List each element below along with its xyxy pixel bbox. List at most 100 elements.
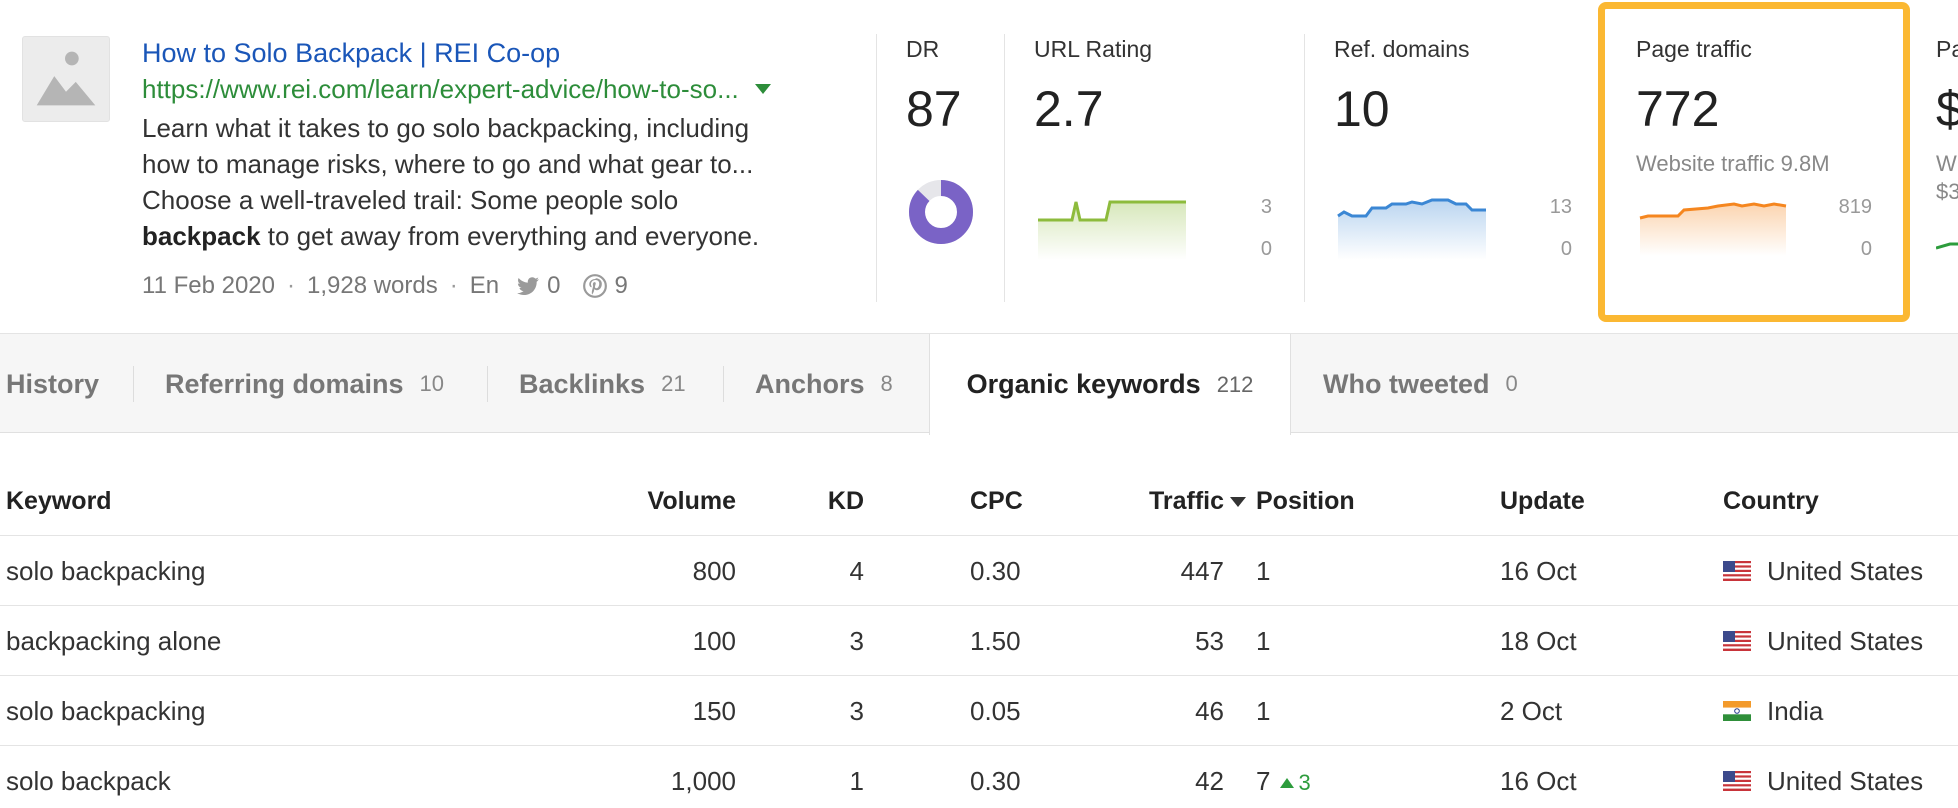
traffic-cell: 42 bbox=[1195, 766, 1224, 796]
desc-rest: to get away from everything and everyone… bbox=[260, 221, 760, 251]
cpc-cell: 0.30 bbox=[970, 556, 1021, 586]
india-flag-icon bbox=[1723, 701, 1751, 722]
tab-label: History bbox=[6, 368, 100, 399]
update-cell: 2 Oct bbox=[1500, 696, 1563, 726]
axis-min: 0 bbox=[1260, 238, 1272, 260]
country-cell: United States bbox=[1723, 746, 1923, 808]
metric-ref-domains[interactable]: Ref. domains 10 bbox=[1334, 36, 1470, 137]
keywords-table: Keyword Volume KD CPC Traffic Position U… bbox=[0, 466, 1958, 808]
result-lang: En bbox=[469, 272, 500, 299]
country-cell: India bbox=[1723, 676, 1823, 746]
col-cpc[interactable]: CPC bbox=[970, 487, 1023, 515]
col-position[interactable]: Position bbox=[1256, 487, 1355, 515]
tab-organic-keywords[interactable]: Organic keywords 212 bbox=[929, 334, 1291, 435]
kd-cell: 4 bbox=[849, 556, 864, 586]
metric-label: Page traffic bbox=[1636, 36, 1752, 62]
metric-page-traffic[interactable]: Page traffic 772 Website traffic 9.8M bbox=[1636, 36, 1830, 177]
metric-label: URL Rating bbox=[1034, 36, 1153, 62]
keyword-cell[interactable]: solo backpacking bbox=[6, 696, 206, 726]
tab-count: 0 bbox=[1505, 371, 1518, 396]
result-card: How to Solo Backpack | REI Co-op https:/… bbox=[0, 0, 1958, 332]
tab-count: 212 bbox=[1216, 371, 1254, 397]
keyword-cell[interactable]: backpacking alone bbox=[6, 626, 222, 656]
image-placeholder-icon bbox=[22, 36, 110, 122]
tab-who-tweeted[interactable]: Who tweeted 0 bbox=[1323, 334, 1518, 434]
axis-max: 3 bbox=[1260, 196, 1272, 218]
metric-dr[interactable]: DR 87 bbox=[906, 36, 976, 247]
tab-count: 8 bbox=[880, 371, 893, 396]
tab-label: Who tweeted bbox=[1323, 368, 1490, 399]
result-description: Learn what it takes to go solo backpacki… bbox=[142, 110, 862, 254]
table-header-row: Keyword Volume KD CPC Traffic Position U… bbox=[0, 466, 1958, 536]
tab-history[interactable]: History bbox=[6, 334, 99, 434]
result-url[interactable]: https://www.rei.com/learn/expert-advice/… bbox=[142, 73, 739, 104]
traffic-cell: 53 bbox=[1195, 626, 1224, 656]
website-traffic-subtext: Website traffic 9.8M bbox=[1636, 151, 1830, 176]
tab-label: Anchors bbox=[755, 368, 865, 399]
sort-desc-icon bbox=[1230, 497, 1246, 508]
country-cell: United States bbox=[1723, 606, 1923, 676]
col-update[interactable]: Update bbox=[1500, 487, 1585, 515]
page-traffic-sparkline bbox=[1639, 202, 1787, 256]
tab-backlinks[interactable]: Backlinks 21 bbox=[519, 334, 686, 434]
desc-line: Choose a well-traveled trail: Some peopl… bbox=[142, 185, 679, 215]
metric-partial[interactable]: Pa $ W $3 bbox=[1936, 36, 1958, 205]
desc-bold: backpack bbox=[142, 221, 261, 251]
chevron-down-icon[interactable] bbox=[754, 84, 771, 94]
keyword-cell[interactable]: solo backpacking bbox=[6, 556, 206, 586]
result-title-link[interactable]: How to Solo Backpack | REI Co-op bbox=[142, 38, 561, 68]
us-flag-icon bbox=[1723, 771, 1751, 792]
country-name: United States bbox=[1767, 626, 1924, 656]
url-rating-sparkline bbox=[1038, 200, 1186, 260]
country-name: United States bbox=[1767, 556, 1924, 586]
axis-min: 0 bbox=[1860, 238, 1872, 260]
kd-cell: 3 bbox=[849, 696, 864, 726]
divider bbox=[1004, 34, 1005, 302]
update-cell: 16 Oct bbox=[1500, 556, 1577, 586]
col-country[interactable]: Country bbox=[1723, 487, 1819, 515]
tab-anchors[interactable]: Anchors 8 bbox=[755, 334, 893, 434]
axis-min: 0 bbox=[1560, 238, 1572, 260]
metric-value: 10 bbox=[1334, 81, 1390, 137]
tab-referring-domains[interactable]: Referring domains 10 bbox=[165, 334, 444, 434]
cpc-cell: 0.05 bbox=[970, 696, 1021, 726]
cpc-cell: 1.50 bbox=[970, 626, 1021, 656]
result-words: 1,928 words bbox=[307, 272, 438, 299]
tab-label: Referring domains bbox=[165, 368, 404, 399]
position-cell: 1 bbox=[1256, 626, 1271, 656]
metric-label: DR bbox=[906, 36, 940, 62]
dr-donut-chart bbox=[909, 180, 973, 244]
country-name: India bbox=[1767, 696, 1824, 726]
keyword-cell[interactable]: solo backpack bbox=[6, 766, 171, 796]
traffic-cell: 447 bbox=[1180, 556, 1224, 586]
col-keyword[interactable]: Keyword bbox=[6, 487, 112, 515]
col-kd[interactable]: KD bbox=[827, 487, 864, 515]
axis-max: 13 bbox=[1549, 196, 1572, 218]
result-url-row: https://www.rei.com/learn/expert-advice/… bbox=[142, 74, 862, 104]
volume-cell: 100 bbox=[692, 626, 736, 656]
search-result: How to Solo Backpack | REI Co-op https:/… bbox=[142, 36, 862, 304]
metric-url-rating[interactable]: URL Rating 2.7 bbox=[1034, 36, 1152, 137]
pin-count: 9 bbox=[614, 272, 628, 299]
desc-line: backpack to get away from everything and… bbox=[142, 218, 862, 254]
pinterest-icon bbox=[583, 274, 608, 298]
tab-label: Backlinks bbox=[519, 368, 646, 399]
twitter-icon bbox=[517, 277, 539, 295]
metric-value: 2.7 bbox=[1034, 81, 1104, 137]
kd-cell: 1 bbox=[849, 766, 864, 796]
tab-separator bbox=[133, 366, 134, 402]
tab-separator bbox=[723, 366, 724, 402]
us-flag-icon bbox=[1723, 561, 1751, 582]
update-cell: 18 Oct bbox=[1500, 626, 1577, 656]
table-row: solo backpacking 800 4 0.30 447 1 16 Oct… bbox=[0, 536, 1958, 606]
table-row: backpacking alone 100 3 1.50 53 1 18 Oct… bbox=[0, 606, 1958, 676]
col-volume[interactable]: Volume bbox=[647, 487, 736, 515]
col-traffic[interactable]: Traffic bbox=[1080, 466, 1246, 536]
volume-cell: 150 bbox=[692, 696, 736, 726]
desc-line: how to manage risks, where to go and wha… bbox=[142, 149, 754, 179]
metric-value: 87 bbox=[906, 81, 962, 137]
result-date: 11 Feb 2020 bbox=[142, 272, 275, 299]
kd-cell: 3 bbox=[849, 626, 864, 656]
